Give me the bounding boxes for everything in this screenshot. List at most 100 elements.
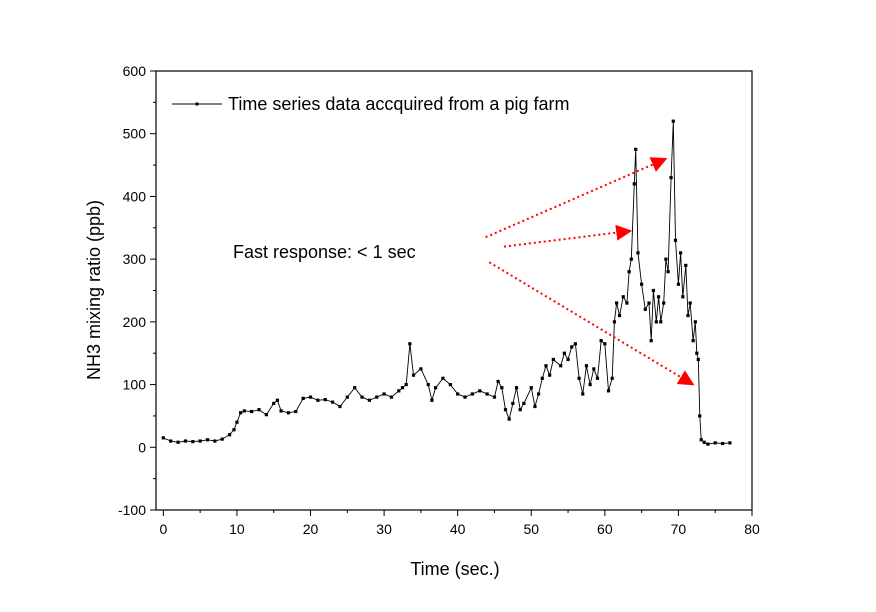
data-point: [559, 364, 563, 368]
data-point: [279, 409, 283, 413]
annotation-arrow: [488, 261, 695, 386]
data-point: [514, 386, 519, 390]
data-point: [681, 295, 685, 299]
data-point: [496, 379, 500, 384]
data-point: [702, 440, 706, 444]
annotation-text: Fast response: < 1 sec: [233, 242, 416, 262]
data-point: [419, 367, 423, 371]
data-point: [250, 409, 254, 414]
data-point: [603, 342, 607, 346]
data-point: [548, 373, 552, 377]
data-point: [213, 439, 217, 443]
data-point: [627, 270, 631, 274]
y-tick-label: 500: [123, 126, 147, 142]
data-point: [518, 408, 522, 412]
data-point: [411, 373, 416, 377]
data-point: [643, 307, 647, 311]
data-point: [529, 386, 533, 390]
data-point: [430, 398, 434, 402]
data-point: [537, 392, 541, 396]
data-point: [706, 442, 710, 446]
data-point: [345, 395, 349, 399]
data-point: [664, 257, 668, 261]
data-point: [478, 389, 482, 393]
x-tick-label: 30: [376, 521, 392, 537]
data-point: [570, 345, 574, 349]
data-point: [492, 395, 497, 399]
data-point: [566, 357, 570, 362]
data-point: [551, 357, 555, 362]
data-point: [595, 376, 600, 380]
data-point: [169, 439, 173, 443]
data-point: [272, 401, 276, 405]
data-point: [522, 401, 526, 405]
data-point: [720, 441, 725, 446]
x-axis-title: Time (sec.): [410, 559, 499, 579]
data-point: [242, 409, 246, 413]
data-point: [397, 389, 401, 393]
data-point: [183, 439, 188, 443]
data-point: [286, 411, 291, 415]
data-point: [656, 295, 661, 299]
data-point: [676, 282, 681, 286]
data-point: [577, 376, 581, 380]
data-point: [191, 440, 195, 444]
data-point: [651, 288, 656, 293]
data-series: [161, 119, 732, 446]
data-point: [606, 389, 611, 393]
annotation-arrow: [503, 224, 633, 248]
data-point: [367, 398, 371, 402]
data-point: [728, 441, 732, 445]
legend-entry: Time series data accquired from a pig fa…: [228, 94, 569, 114]
x-tick-label: 40: [450, 521, 466, 537]
data-point: [621, 295, 625, 299]
data-point: [220, 437, 224, 441]
data-point: [232, 428, 236, 432]
data-point: [533, 404, 537, 409]
data-point: [629, 257, 633, 261]
annotation-arrow: [485, 157, 668, 239]
data-point: [544, 364, 548, 368]
data-point: [227, 433, 232, 437]
data-point: [699, 438, 703, 442]
data-point: [353, 386, 357, 390]
annotation: Fast response: < 1 sec: [233, 157, 695, 386]
data-point: [671, 119, 675, 123]
plot-frame: [155, 70, 753, 511]
data-point: [691, 339, 695, 343]
legend-marker: [195, 102, 199, 106]
y-axis-title: NH3 mixing ratio (ppb): [84, 200, 104, 380]
data-point: [634, 147, 638, 151]
data-point: [617, 313, 622, 318]
y-tick-label: 300: [123, 251, 147, 267]
data-point: [434, 386, 438, 390]
data-point: [584, 364, 589, 368]
data-point: [698, 414, 702, 418]
data-point: [562, 351, 566, 355]
y-tick-label: 100: [123, 377, 147, 393]
data-point: [649, 339, 653, 343]
data-point: [294, 409, 298, 414]
data-point: [673, 238, 678, 242]
data-point: [404, 382, 408, 387]
data-point: [647, 301, 651, 305]
data-point: [316, 398, 320, 402]
data-point: [426, 382, 430, 387]
data-point: [507, 417, 511, 421]
data-point: [610, 376, 614, 380]
data-point: [540, 376, 544, 380]
data-point: [612, 320, 617, 324]
data-point: [456, 392, 460, 396]
data-point: [500, 386, 504, 390]
data-point: [693, 320, 697, 324]
data-point: [470, 392, 474, 396]
data-point: [382, 392, 386, 396]
data-point: [205, 438, 210, 442]
data-point: [441, 376, 445, 380]
data-point: [625, 301, 629, 305]
y-axis: -100 0 100 200 300 400 500 600: [118, 63, 156, 518]
data-point: [713, 441, 717, 445]
x-tick-label: 20: [303, 521, 319, 537]
data-point: [599, 339, 603, 343]
x-tick-label: 80: [744, 521, 760, 537]
